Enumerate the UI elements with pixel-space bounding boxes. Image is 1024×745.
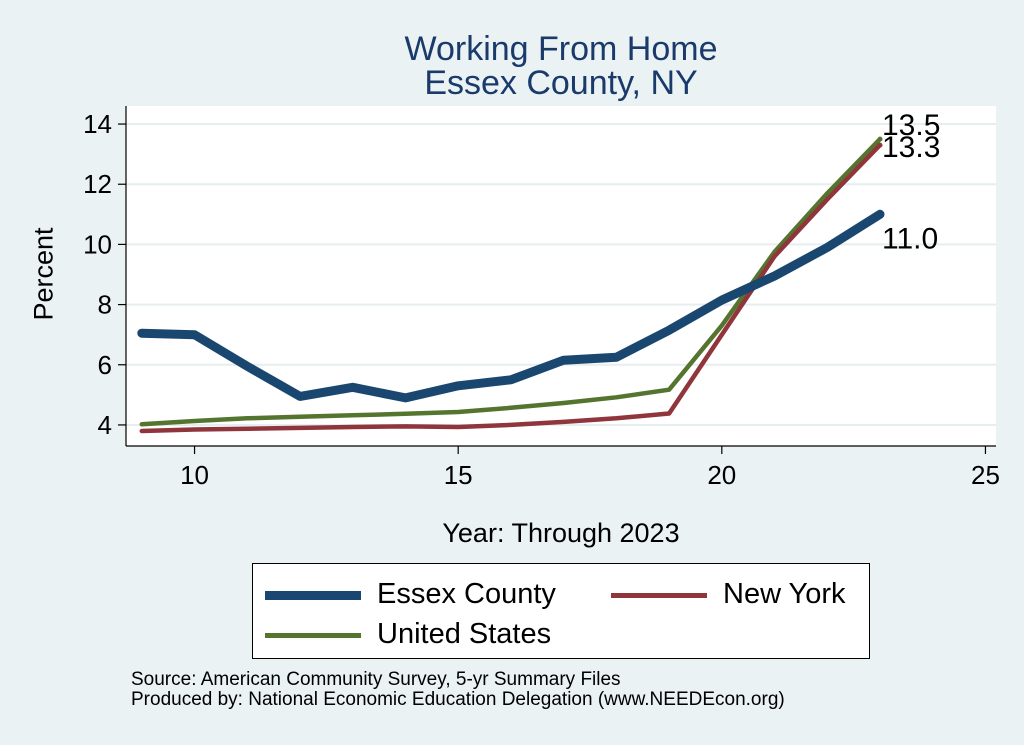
y-tick-label: 8 — [98, 290, 112, 320]
series-end-point — [877, 142, 883, 148]
end-label-new-york: 13.3 — [882, 131, 940, 164]
axes: 4 6 8 10 12 14 10 15 20 25 — [83, 106, 1000, 490]
legend-label-united-states: United States — [377, 618, 552, 650]
legend: Essex County New York United States — [252, 563, 870, 659]
x-axis-label: Year: Through 2023 — [442, 518, 680, 548]
series-end-point — [877, 136, 883, 142]
y-tick-label: 12 — [83, 169, 112, 199]
end-labels: 11.0 13.313.5 — [882, 109, 940, 255]
plot-area — [126, 106, 996, 446]
source-line: Source: American Community Survey, 5-yr … — [131, 669, 621, 690]
chart-title-line-1: Working From Home — [404, 30, 718, 68]
chart-title-line-2: Essex County, NY — [424, 64, 698, 102]
x-tick-label: 15 — [444, 460, 473, 490]
x-tick-label: 10 — [180, 460, 209, 490]
source-note: Source: American Community Survey, 5-yr … — [131, 670, 785, 710]
legend-label-essex-county: Essex County — [377, 578, 556, 610]
y-tick-label: 10 — [83, 229, 112, 259]
legend-swatch-united-states — [265, 633, 361, 638]
series-lines — [137, 136, 885, 434]
x-tick-label: 25 — [971, 460, 1000, 490]
x-tick-label: 20 — [707, 460, 736, 490]
end-label-essex-county: 11.0 — [882, 222, 938, 255]
legend-swatch-new-york — [611, 593, 707, 598]
legend-label-new-york: New York — [723, 578, 846, 610]
y-tick-label: 14 — [83, 109, 112, 139]
series-line-united-states — [139, 136, 883, 427]
producer-line: Produced by: National Economic Education… — [131, 689, 785, 710]
series-end-point — [877, 211, 883, 217]
y-tick-label: 4 — [98, 410, 112, 440]
y-axis-label: Percent — [28, 227, 59, 321]
y-tick-label: 6 — [98, 350, 112, 380]
series-line-essex-county — [137, 209, 885, 403]
end-label-united-states: 13.5 — [882, 109, 940, 142]
legend-swatch-essex-county — [265, 591, 361, 600]
